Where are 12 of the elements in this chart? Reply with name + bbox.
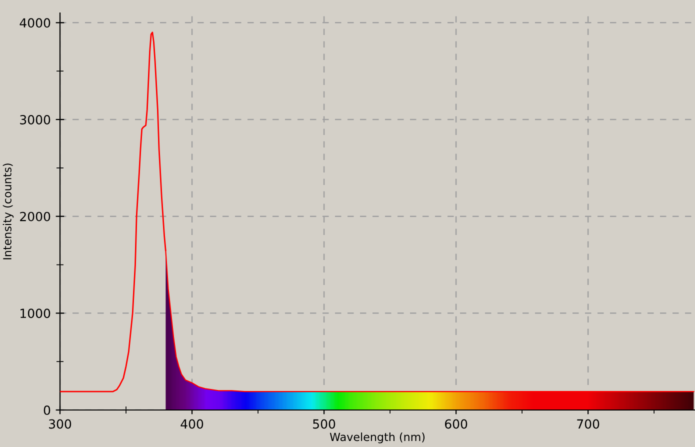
y-axis-title: Intensity (counts) [2,164,14,260]
y-tick-label: 4000 [20,18,50,28]
x-axis-title: Wavelength (nm) [330,432,425,444]
x-tick-label: 300 [49,419,72,429]
y-tick-label: 2000 [20,212,50,222]
x-tick-label: 700 [577,419,600,429]
y-tick-label: 0 [44,405,50,415]
y-tick-label: 1000 [20,308,50,318]
y-tick-label: 3000 [20,114,50,124]
x-tick-label: 400 [180,419,204,429]
x-tick-label: 600 [444,419,468,429]
x-tick-label: 500 [313,419,336,429]
